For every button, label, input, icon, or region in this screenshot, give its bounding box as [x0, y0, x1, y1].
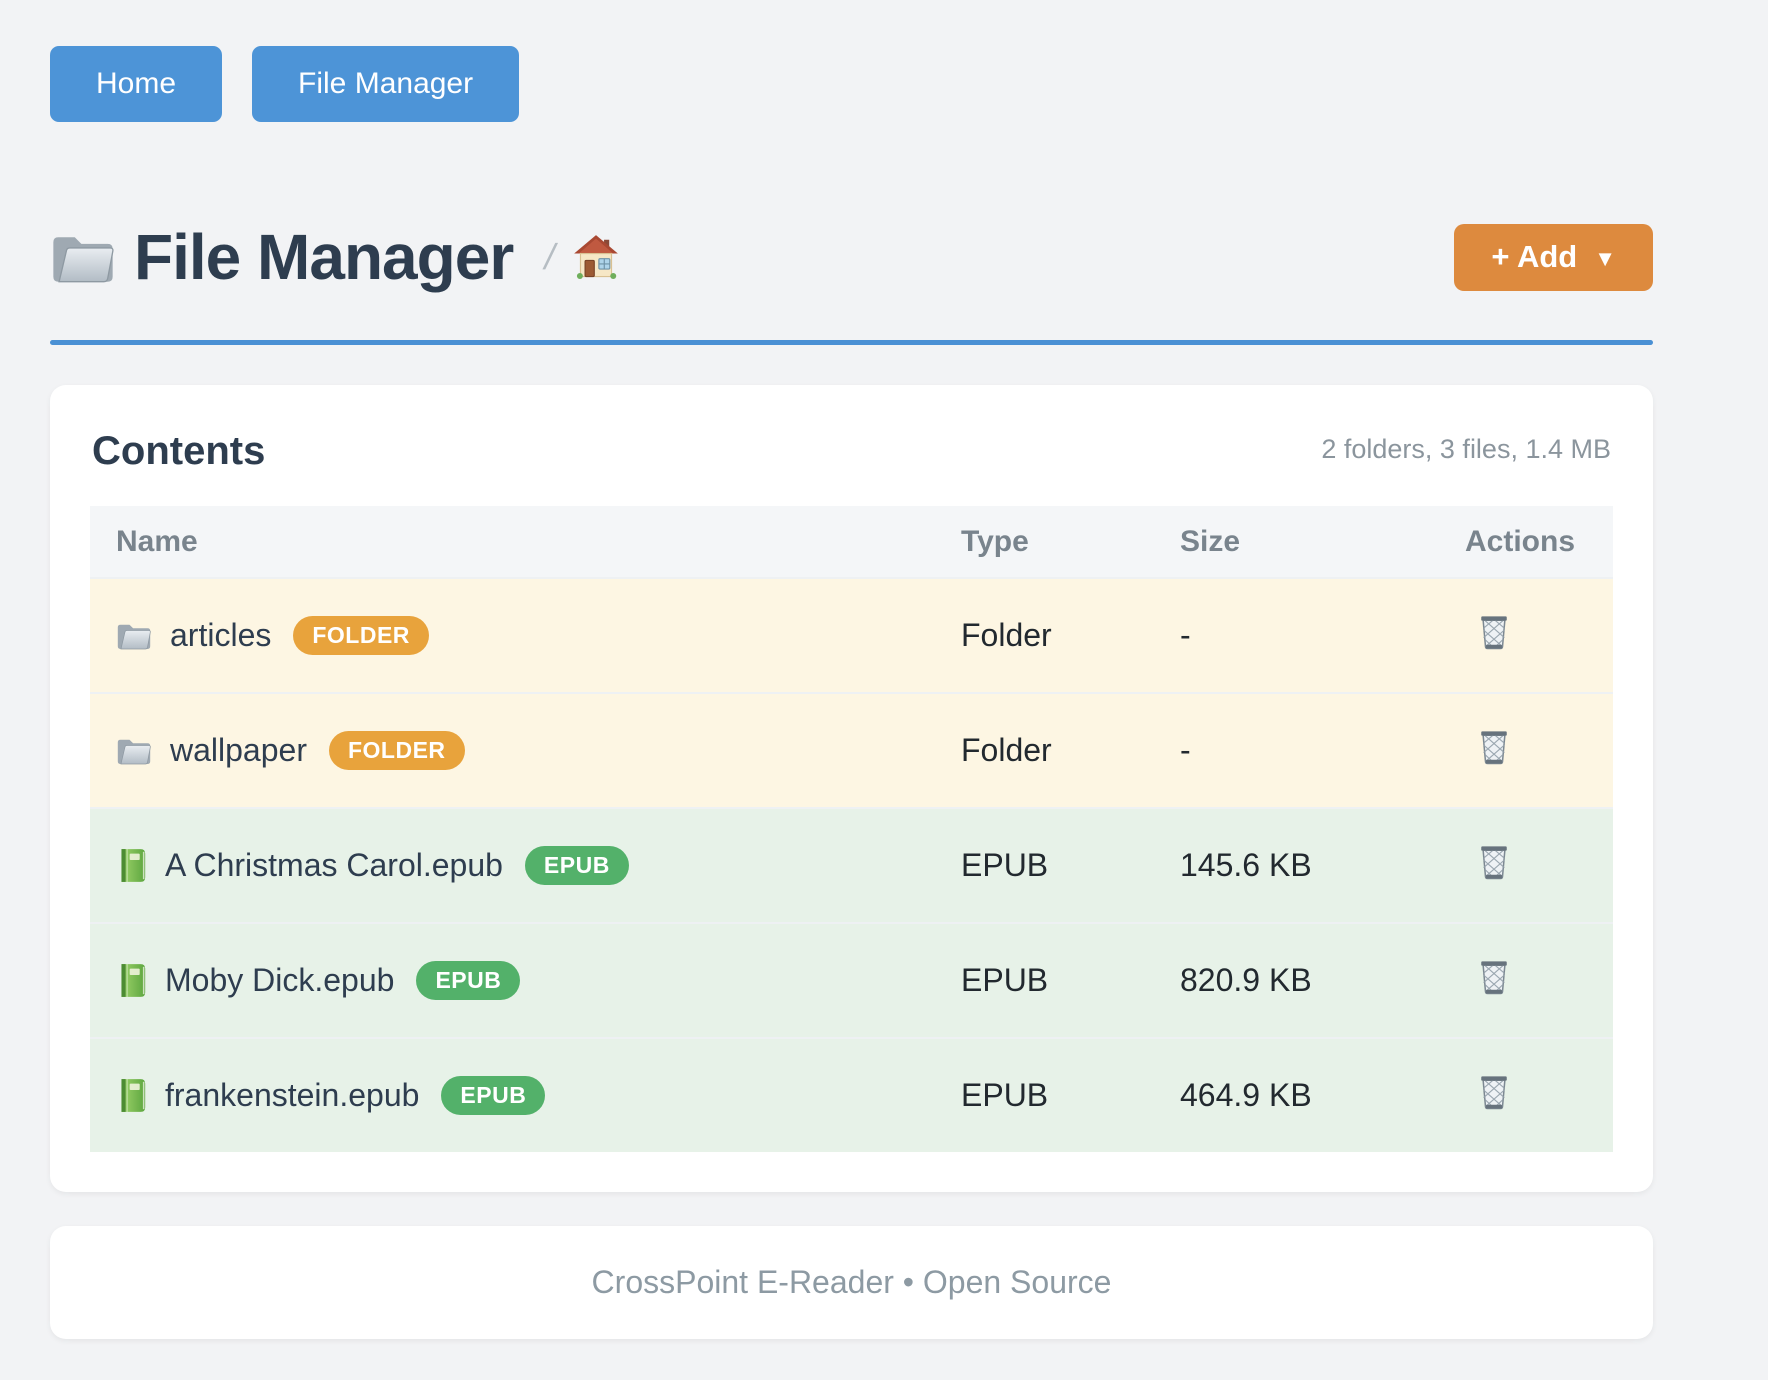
- delete-button[interactable]: [1477, 843, 1511, 881]
- file-name[interactable]: frankenstein.epub: [165, 1077, 420, 1113]
- delete-button[interactable]: [1477, 728, 1511, 766]
- breadcrumb-separator: /: [540, 236, 560, 277]
- file-name[interactable]: wallpaper: [170, 732, 307, 768]
- file-name[interactable]: A Christmas Carol.epub: [165, 847, 503, 883]
- contents-summary: 2 folders, 3 files, 1.4 MB: [1321, 434, 1611, 464]
- trash-icon: [1477, 613, 1511, 651]
- contents-card: Contents 2 folders, 3 files, 1.4 MB Name…: [50, 385, 1653, 1192]
- table-row[interactable]: A Christmas Carol.epub EPUB EPUB 145.6 K…: [90, 808, 1613, 923]
- folder-badge: FOLDER: [293, 616, 429, 655]
- folder-icon: [50, 229, 116, 285]
- table-row[interactable]: articles FOLDER Folder -: [90, 578, 1613, 693]
- column-header-type: Type: [961, 506, 1180, 578]
- column-header-size: Size: [1180, 506, 1465, 578]
- nav-buttons: Home File Manager: [50, 46, 1653, 122]
- file-type: Folder: [961, 617, 1052, 653]
- green-book-icon: [116, 962, 147, 999]
- column-header-name: Name: [90, 506, 961, 578]
- add-button-label: + Add: [1491, 239, 1578, 274]
- delete-button[interactable]: [1477, 1073, 1511, 1111]
- file-size: -: [1180, 617, 1191, 653]
- folder-icon: [116, 735, 152, 766]
- file-size: 145.6 KB: [1180, 847, 1312, 883]
- epub-badge: EPUB: [441, 1076, 546, 1115]
- file-type: EPUB: [961, 962, 1049, 998]
- file-table: Name Type Size Actions articles FOLDER: [90, 506, 1613, 1152]
- file-size: 820.9 KB: [1180, 962, 1312, 998]
- table-row[interactable]: wallpaper FOLDER Folder -: [90, 693, 1613, 808]
- epub-badge: EPUB: [524, 846, 629, 885]
- caret-down-icon: ▼: [1594, 245, 1616, 271]
- epub-badge: EPUB: [416, 961, 521, 1000]
- page-title: File Manager: [134, 221, 514, 293]
- file-type: EPUB: [961, 1077, 1049, 1113]
- file-name[interactable]: articles: [170, 617, 272, 653]
- add-button[interactable]: + Add ▼: [1454, 223, 1653, 291]
- footer: CrossPoint E-Reader • Open Source: [50, 1226, 1653, 1339]
- page-header: File Manager / + Add ▼: [50, 220, 1653, 294]
- card-title: Contents: [92, 429, 266, 473]
- file-type: EPUB: [961, 847, 1049, 883]
- table-row[interactable]: Moby Dick.epub EPUB EPUB 820.9 KB: [90, 923, 1613, 1038]
- file-size: 464.9 KB: [1180, 1077, 1312, 1113]
- file-size: -: [1180, 732, 1191, 768]
- header-divider: [50, 340, 1653, 345]
- column-header-actions: Actions: [1465, 506, 1613, 578]
- home-button[interactable]: Home: [50, 46, 223, 122]
- file-type: Folder: [961, 732, 1052, 768]
- table-header-row: Name Type Size Actions: [90, 506, 1613, 578]
- file-manager-button[interactable]: File Manager: [252, 46, 520, 122]
- delete-button[interactable]: [1477, 958, 1511, 996]
- delete-button[interactable]: [1477, 613, 1511, 651]
- page: Home File Manager File Manager / + Add ▼…: [50, 46, 1653, 1339]
- trash-icon: [1477, 958, 1511, 996]
- house-icon[interactable]: [573, 234, 619, 280]
- green-book-icon: [116, 1077, 147, 1114]
- card-header: Contents 2 folders, 3 files, 1.4 MB: [90, 425, 1613, 474]
- folder-icon: [116, 620, 152, 651]
- trash-icon: [1477, 728, 1511, 766]
- footer-text: CrossPoint E-Reader • Open Source: [591, 1264, 1112, 1300]
- file-name[interactable]: Moby Dick.epub: [165, 962, 395, 998]
- trash-icon: [1477, 843, 1511, 881]
- folder-badge: FOLDER: [328, 731, 465, 770]
- trash-icon: [1477, 1073, 1511, 1111]
- table-row[interactable]: frankenstein.epub EPUB EPUB 464.9 KB: [90, 1038, 1613, 1152]
- green-book-icon: [116, 847, 147, 884]
